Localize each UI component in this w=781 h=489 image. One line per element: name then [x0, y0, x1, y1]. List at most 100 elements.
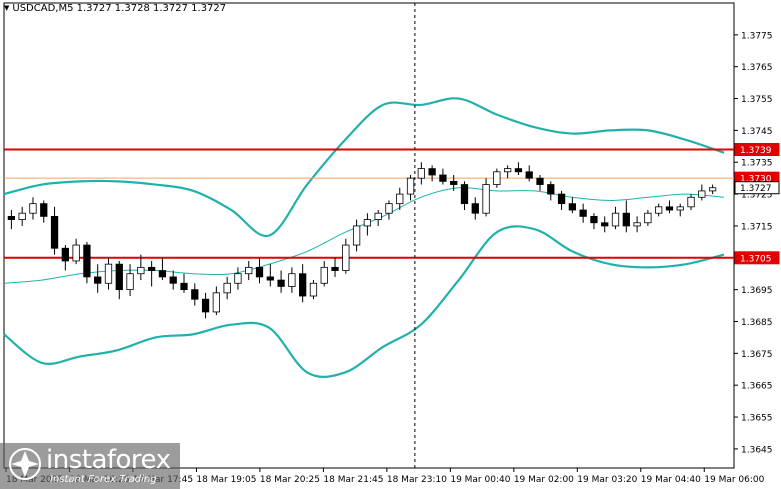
candle-body — [460, 184, 469, 205]
candle-body — [126, 273, 134, 291]
candle-body — [212, 292, 221, 313]
candle-body — [406, 177, 415, 195]
candle-body — [503, 168, 512, 173]
x-tick-label: 19 Mar 02:00 — [514, 475, 574, 485]
candle-body — [331, 266, 339, 271]
x-tick-label: 19 Mar 06:00 — [704, 475, 764, 485]
candle-body — [223, 282, 231, 294]
candle-body — [611, 212, 620, 227]
candle-body — [568, 203, 576, 211]
candle-body — [417, 168, 425, 179]
candle-body — [94, 276, 102, 284]
bollinger-bands — [3, 97, 725, 378]
candle-body — [320, 266, 328, 284]
symbol-label[interactable]: USDCAD,M5 — [4, 3, 73, 14]
candle-body — [471, 203, 479, 214]
y-tick-label: 1.3755 — [741, 95, 773, 105]
candle-body — [169, 276, 177, 284]
candle-body — [633, 222, 641, 227]
candle-body — [439, 174, 447, 182]
y-tick-label: 1.3645 — [741, 445, 773, 455]
candle-body — [191, 289, 199, 300]
candle-body — [158, 270, 167, 278]
candle-body — [644, 212, 652, 224]
x-tick-label: 18 Mar 21:45 — [323, 475, 383, 485]
candle-body — [29, 203, 37, 214]
candle-body — [514, 168, 523, 173]
candle-body — [396, 193, 404, 205]
candle-body — [525, 171, 533, 179]
candle-body — [655, 206, 663, 214]
candle-body — [147, 266, 156, 271]
bollinger-upper-band — [3, 97, 725, 238]
candle-body — [299, 273, 307, 297]
candle-body — [687, 196, 695, 208]
candle-body — [234, 273, 242, 284]
price-label-text: 1.3739 — [740, 146, 772, 156]
candle-body — [579, 209, 587, 217]
y-tick-label: 1.3665 — [741, 382, 773, 392]
candle-body — [665, 206, 674, 211]
level-lines — [4, 148, 734, 259]
plot-frame — [3, 2, 735, 469]
y-tick-label: 1.3695 — [741, 286, 773, 296]
y-tick-label: 1.3715 — [741, 222, 773, 232]
candle-body — [50, 215, 59, 249]
candle-body — [7, 215, 16, 220]
candle-body — [266, 276, 274, 281]
candle-body — [61, 247, 69, 262]
logo-tagline: Instant Forex Trading — [50, 474, 157, 485]
instaforex-logo: instaforex Instant Forex Trading — [0, 443, 180, 489]
level-price-label — [734, 143, 780, 157]
y-tick-label: 1.3765 — [741, 63, 773, 73]
candle-body — [385, 203, 393, 214]
candle-body — [72, 244, 80, 262]
y-tick-label: 1.3675 — [741, 350, 773, 360]
chart-header: USDCAD,M5 1.3727 1.3728 1.3727 1.3727 — [4, 3, 226, 14]
price-axis: 1.37751.37651.37551.37451.37351.37251.37… — [734, 31, 773, 455]
candle-body — [180, 282, 188, 291]
candle-body — [309, 282, 318, 297]
current-price-label — [734, 181, 780, 195]
y-tick-label: 1.3725 — [741, 191, 773, 201]
candle-body — [698, 190, 706, 198]
y-tick-label: 1.3735 — [741, 159, 773, 169]
logo-brand: instaforex — [46, 445, 171, 475]
candle-body — [493, 171, 501, 185]
candle-body — [288, 273, 296, 287]
candle-body — [40, 203, 48, 217]
candle-body — [676, 206, 684, 211]
candle-body — [601, 222, 609, 227]
candles — [7, 162, 717, 319]
price-label-text: 1.3705 — [740, 254, 772, 264]
grid-lines — [3, 2, 735, 469]
candle-body — [363, 219, 372, 227]
y-tick-label: 1.3775 — [741, 31, 773, 41]
ohlc-values: 1.3727 1.3728 1.3727 1.3727 — [76, 3, 227, 14]
price-label-text: 1.3730 — [740, 175, 772, 185]
candle-body — [374, 212, 382, 220]
candle-body — [708, 187, 717, 192]
candle-body — [590, 215, 598, 224]
price-label-text: 1.3727 — [740, 184, 772, 194]
candle-body — [245, 266, 253, 275]
candle-body — [536, 177, 544, 185]
candle-body — [450, 180, 458, 185]
candle-body — [255, 266, 264, 278]
candle-body — [352, 225, 361, 246]
candle-body — [482, 184, 490, 214]
x-tick-label: 18 Mar 23:10 — [387, 475, 447, 485]
logo-mark-icon — [9, 448, 41, 480]
x-tick-label: 19 Mar 00:40 — [450, 475, 510, 485]
bollinger-lower-band — [3, 225, 725, 378]
candle-body — [83, 244, 91, 278]
level-price-label — [734, 251, 780, 265]
y-tick-label: 1.3655 — [741, 414, 773, 424]
x-tick-label: 19 Mar 03:20 — [577, 475, 637, 485]
candle-body — [115, 263, 123, 291]
x-tick-label: 18 Mar 20:25 — [260, 475, 320, 485]
y-tick-label: 1.3745 — [741, 127, 773, 137]
candle-body — [277, 279, 285, 287]
